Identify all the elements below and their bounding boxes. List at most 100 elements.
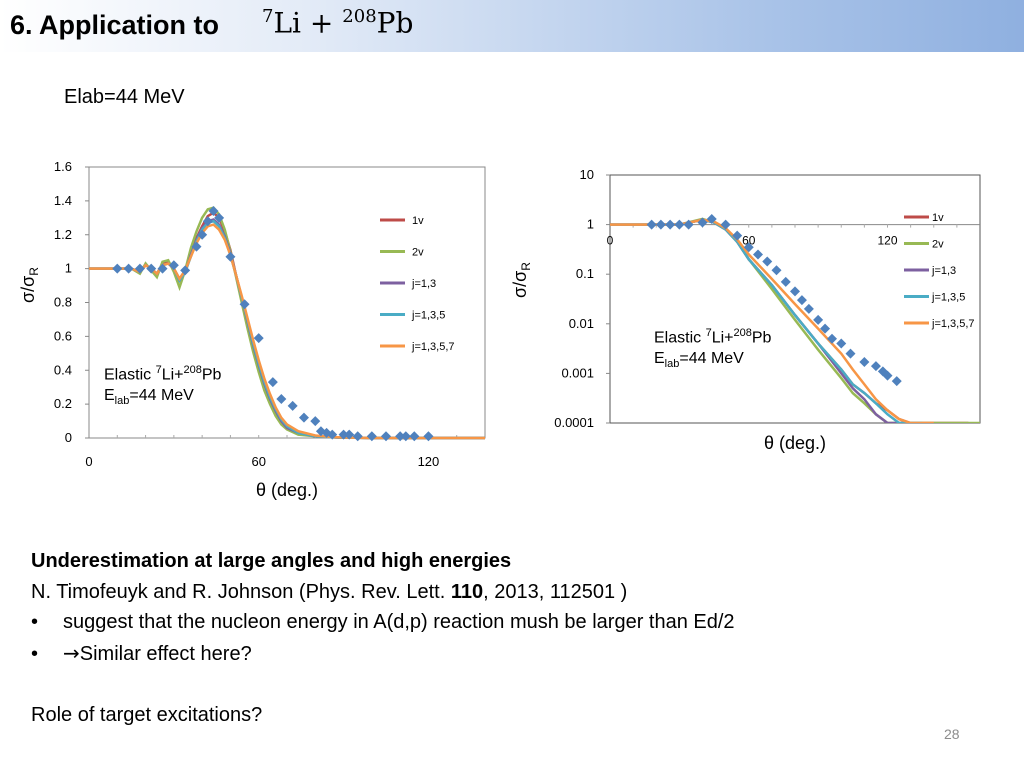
- citation-volume: 110: [450, 580, 484, 603]
- data-point: [208, 206, 219, 217]
- log-cross-section-chart: 10 1 0.1 0.01 0.001 0.0001 0 60 120 1v 2v j=1,3 j=1,…: [510, 167, 981, 453]
- series-line-j=1,3,5,7: [610, 218, 934, 423]
- right-arrow-icon: →: [63, 640, 80, 665]
- energy-subheading: Elab=44 MeV: [64, 86, 185, 108]
- data-point: [771, 265, 782, 276]
- data-point: [112, 263, 123, 274]
- data-point: [423, 431, 434, 442]
- slide-title: 6. Application to: [10, 10, 219, 40]
- annot-e: E: [104, 387, 115, 405]
- y-tick-label: 0.01: [569, 316, 594, 331]
- data-point: [146, 263, 157, 274]
- y-tick-label: 0: [65, 430, 72, 445]
- formula-mass-li: 7: [262, 6, 274, 27]
- data-point: [381, 431, 391, 442]
- y-tick-label: 0.8: [54, 295, 72, 310]
- y-tick-label: 0.2: [54, 396, 72, 411]
- x-tick-label: 60: [251, 454, 265, 469]
- x-tick-label: 60: [742, 234, 756, 248]
- data-point: [820, 323, 831, 334]
- y-tick-label: 1.6: [54, 159, 72, 174]
- data-point: [157, 263, 168, 274]
- data-point: [813, 314, 824, 325]
- data-point: [796, 295, 807, 306]
- slide-body: Underestimation at large angles and high…: [31, 546, 991, 730]
- annot-energy: =44 MeV: [679, 350, 744, 368]
- x-tick-label: 120: [877, 234, 897, 248]
- data-point: [720, 219, 731, 230]
- data-point: [753, 249, 763, 260]
- data-point: [409, 431, 420, 442]
- y-tick-label: 0.6: [54, 328, 72, 343]
- legend-label: j=1,3,5,7: [411, 341, 455, 353]
- y-tick-label: 1.4: [54, 193, 72, 208]
- legend-label: 2v: [412, 247, 424, 259]
- annot-li: Li+: [161, 366, 184, 384]
- y-tick-label: 1.2: [54, 227, 72, 242]
- annot-elastic: Elastic: [654, 329, 706, 347]
- legend-label: j=1,3,5: [411, 310, 445, 322]
- data-point: [253, 333, 264, 344]
- y-tick-label: 0.1: [576, 266, 594, 281]
- y-axis-label: σ/σR: [18, 267, 41, 303]
- x-tick-label: 120: [418, 454, 440, 469]
- data-point: [732, 230, 743, 241]
- data-point: [267, 377, 278, 388]
- closing-question: Role of target excitations?: [31, 703, 263, 726]
- bullet-item-2: • →Similar effect here?: [31, 638, 991, 670]
- legend-label: 2v: [932, 239, 944, 251]
- data-point: [327, 429, 338, 440]
- legend-label: j=1,3,5: [931, 292, 965, 304]
- y-tick-label: 1: [587, 217, 594, 232]
- data-point: [697, 217, 708, 228]
- data-point: [859, 356, 870, 367]
- data-point: [225, 251, 236, 262]
- data-point: [780, 276, 791, 287]
- annot-mass-pb: 208: [733, 327, 752, 339]
- citation-post: , 2013, 112501 ): [483, 580, 628, 603]
- y-tick-label: 1: [65, 261, 72, 276]
- blank-line: [31, 669, 991, 700]
- linear-cross-section-chart: 0 0.2 0.4 0.6 0.8 1 1.2 1.4 1.6 0 60 120 1v 2v j=1,3 j=…: [18, 159, 486, 500]
- x-tick-label: 0: [607, 234, 614, 248]
- data-point: [845, 348, 856, 359]
- x-axis-label: θ (deg.): [764, 433, 826, 453]
- body-heading: Underestimation at large angles and high…: [31, 550, 512, 572]
- annot-elastic: Elastic: [104, 366, 156, 384]
- data-point: [803, 303, 814, 314]
- bullet-item-1: • suggest that the nucleon energy in A(d,…: [31, 607, 991, 638]
- formula-li: Li: [273, 6, 302, 40]
- y-tick-label: 0.0001: [554, 415, 594, 430]
- bullet-icon: •: [31, 642, 39, 665]
- legend-label: j=1,3,5,7: [931, 318, 975, 330]
- legend-label: 1v: [412, 215, 424, 227]
- x-tick-label: 0: [85, 454, 92, 469]
- data-point: [891, 376, 902, 387]
- data-point: [655, 219, 666, 230]
- data-point: [743, 242, 754, 253]
- data-point: [665, 219, 676, 230]
- annot-pb: Pb: [201, 366, 222, 384]
- data-point: [646, 219, 657, 230]
- x-axis-label: θ (deg.): [256, 480, 318, 500]
- y-tick-label: 10: [580, 167, 594, 182]
- data-point: [683, 219, 694, 230]
- data-point: [790, 286, 800, 297]
- data-point: [276, 394, 287, 405]
- y-tick-label: 0.001: [561, 365, 594, 380]
- log-chart-annotation: Elastic 7Li+208Pb Elab=44 MeV: [654, 323, 771, 376]
- data-point: [134, 263, 145, 274]
- data-point: [395, 431, 406, 442]
- page-number: 28: [944, 726, 960, 742]
- y-tick-label: 0.4: [54, 362, 72, 377]
- data-point: [352, 431, 363, 442]
- formula-mass-pb: 208: [342, 6, 377, 27]
- data-point: [706, 213, 717, 224]
- annot-e: E: [654, 350, 665, 368]
- annot-pb: Pb: [751, 329, 772, 347]
- data-point: [338, 429, 349, 440]
- annot-mass-li: 7: [155, 364, 162, 376]
- data-point: [180, 265, 191, 276]
- bullet-text-1: suggest that the nucleon energy in A(d,p…: [63, 611, 735, 633]
- data-point: [191, 241, 202, 252]
